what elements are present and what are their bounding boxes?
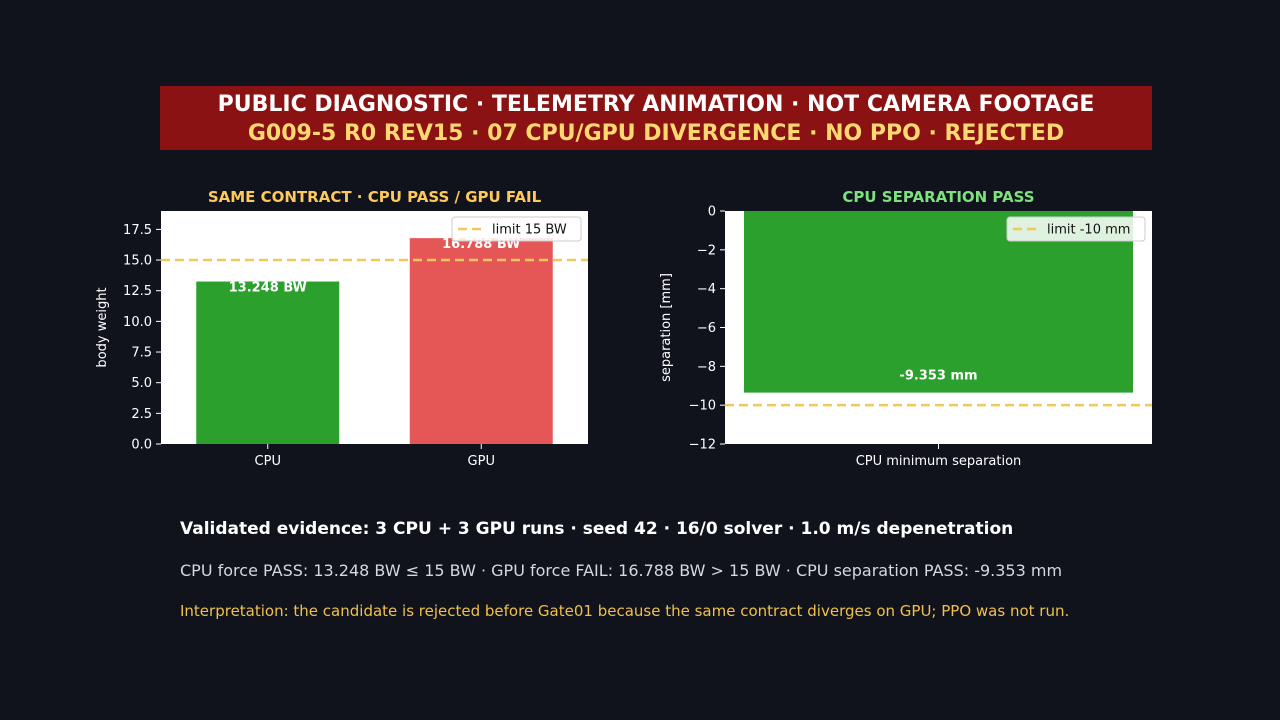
chart-1-x-tick-label: GPU xyxy=(468,454,495,469)
chart-2-y-tick-label: 0 xyxy=(708,205,716,220)
charts-area: SAME CONTRACT · CPU PASS / GPU FAIL body … xyxy=(95,188,1152,469)
chart-1-y-tick-label: 0.0 xyxy=(131,438,152,453)
banner-line-1: PUBLIC DIAGNOSTIC · TELEMETRY ANIMATION … xyxy=(217,92,1095,117)
chart-2-y-tick-label: −2 xyxy=(697,243,716,258)
chart-1-bar-gpu xyxy=(409,238,553,444)
chart-1-y-tick-label: 12.5 xyxy=(123,284,152,299)
banner-line-2: G009-5 R0 REV15 · 07 CPU/GPU DIVERGENCE … xyxy=(247,121,1065,146)
chart-2-x-tick-label: CPU minimum separation xyxy=(856,454,1022,469)
interpretation-line: Interpretation: the candidate is rejecte… xyxy=(180,602,1070,620)
chart-1-legend-box xyxy=(451,216,582,242)
chart-1-y-tick-label: 5.0 xyxy=(131,376,152,391)
chart-1-y-tick-label: 15.0 xyxy=(123,254,152,269)
chart-1-title: SAME CONTRACT · CPU PASS / GPU FAIL xyxy=(208,188,542,206)
chart-2-y-tick-label: −4 xyxy=(697,282,716,297)
chart-1-y-axis-label: body weight xyxy=(95,287,110,367)
chart-2-title: CPU SEPARATION PASS xyxy=(842,188,1034,206)
chart-2-y-tick-label: −6 xyxy=(697,321,716,336)
chart-2-legend-box xyxy=(1006,216,1146,242)
chart-2-y-tick-label: −8 xyxy=(697,360,716,375)
chart-1-legend-label: limit 15 BW xyxy=(492,223,567,238)
chart-2-y-axis-label: separation [mm] xyxy=(659,273,674,382)
chart-1-y-tick-label: 10.0 xyxy=(123,315,152,330)
chart-1-bar-label: 13.248 BW xyxy=(229,281,307,296)
chart-2-bar-label: -9.353 mm xyxy=(899,369,977,384)
chart-1-y-tick-label: 17.5 xyxy=(123,223,152,238)
chart-1-bar-cpu xyxy=(196,281,340,444)
chart-2-y-tick-label: −10 xyxy=(689,399,716,414)
chart-2-legend-label: limit -10 mm xyxy=(1047,223,1130,238)
chart-1-y-tick-label: 2.5 xyxy=(131,407,152,422)
chart-1-x-tick-label: CPU xyxy=(255,454,281,469)
metrics-line: CPU force PASS: 13.248 BW ≤ 15 BW · GPU … xyxy=(180,561,1063,580)
header-banner: PUBLIC DIAGNOSTIC · TELEMETRY ANIMATION … xyxy=(160,86,1152,150)
evidence-line: Validated evidence: 3 CPU + 3 GPU runs ·… xyxy=(180,519,1014,539)
chart-1-y-tick-label: 7.5 xyxy=(131,346,152,361)
chart-2-y-tick-label: −12 xyxy=(689,438,716,453)
